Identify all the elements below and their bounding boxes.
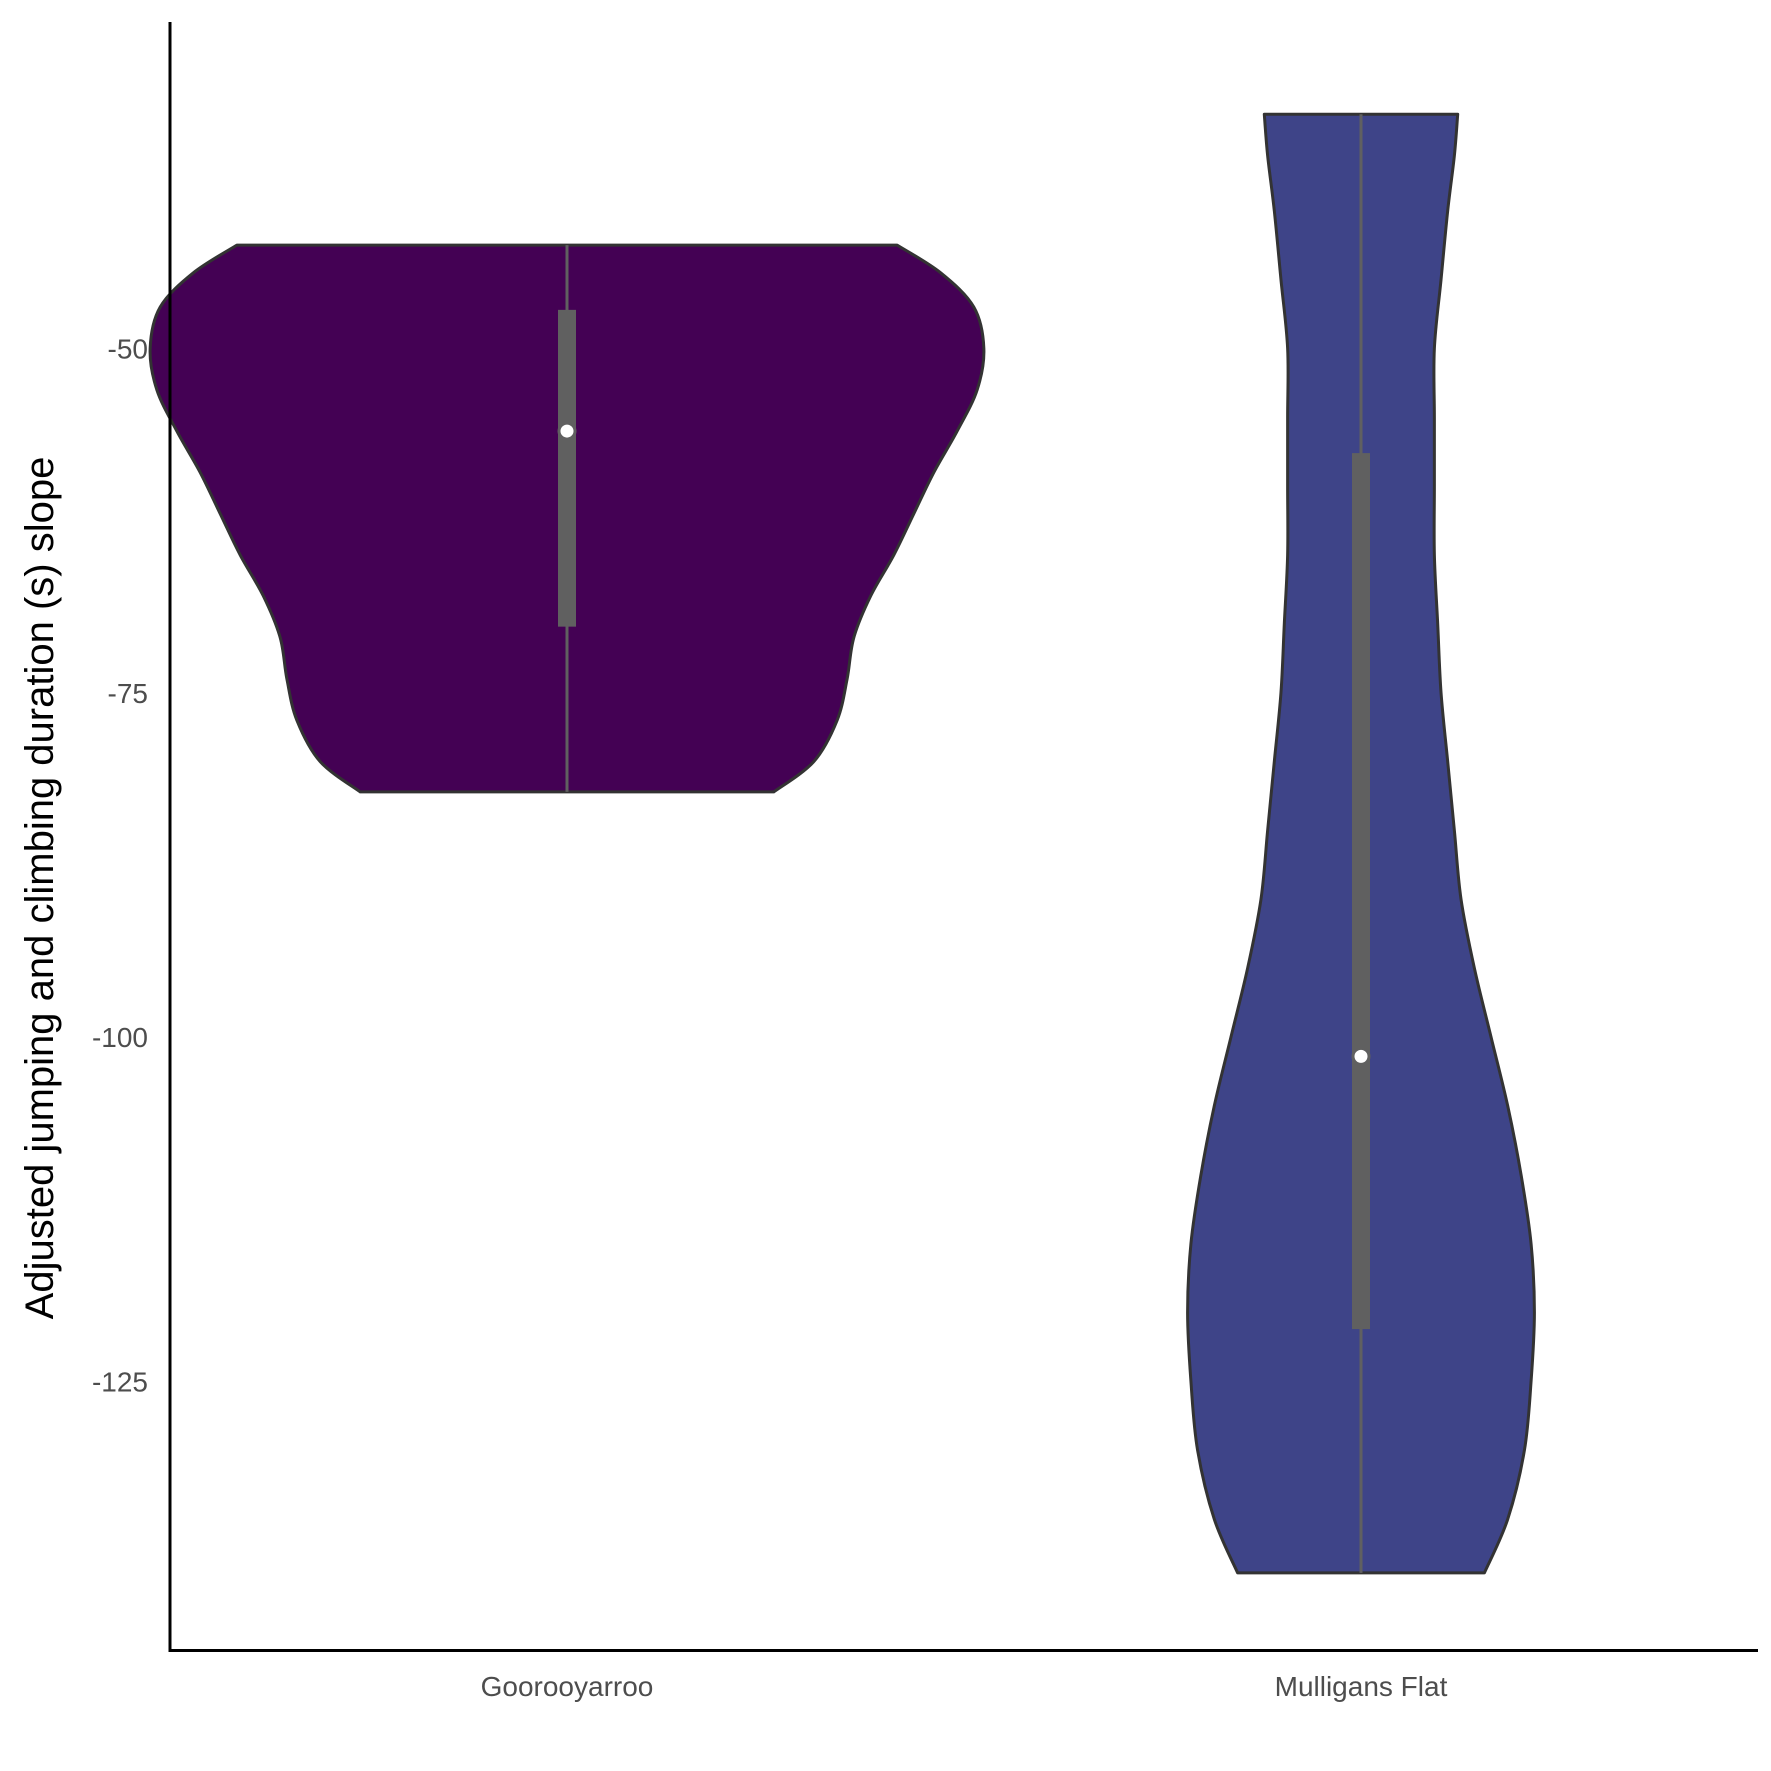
median-marker — [557, 421, 577, 441]
y-tick-label: -125 — [92, 1366, 148, 1397]
violins — [148, 112, 1536, 1575]
y-tick-label: -100 — [92, 1022, 148, 1053]
x-tick-label: Mulligans Flat — [1275, 1671, 1448, 1702]
iqr-box — [1352, 453, 1370, 1330]
x-tick-labels: Goorooyarroo Mulligans Flat — [481, 1671, 1448, 1702]
violin-goorooyarroo — [148, 243, 986, 794]
iqr-box — [558, 309, 576, 627]
x-tick-label: Goorooyarroo — [481, 1671, 654, 1702]
y-axis-title: Adjusted jumping and climbing duration (… — [18, 457, 62, 1320]
axes — [168, 22, 1758, 1652]
violin-mulligans-flat — [1186, 112, 1536, 1575]
median-marker — [1351, 1046, 1371, 1066]
y-tick-label: -50 — [108, 333, 148, 364]
y-tick-label: -75 — [108, 678, 148, 709]
y-tick-labels: -50 -75 -100 -125 — [92, 333, 148, 1397]
